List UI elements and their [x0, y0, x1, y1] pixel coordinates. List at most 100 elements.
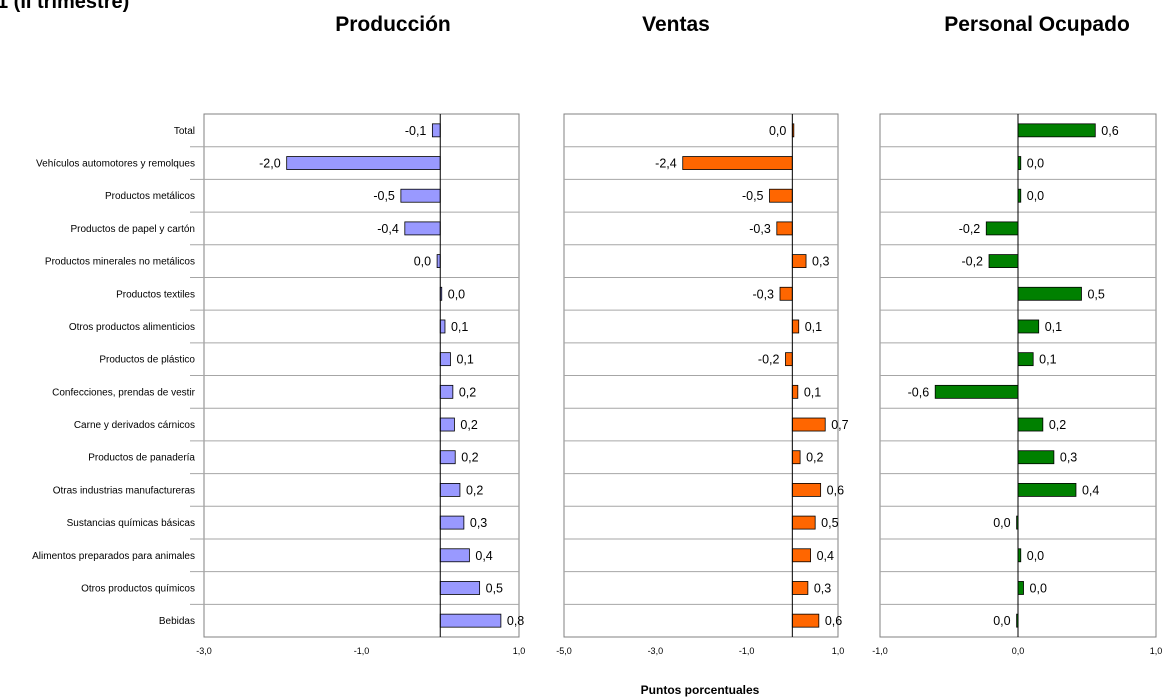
data-label: -0,1 — [405, 124, 427, 138]
category-label: Bebidas — [159, 616, 195, 627]
data-label: 0,1 — [451, 320, 468, 334]
bar — [439, 417, 455, 432]
x-tick-label: -5,0 — [556, 646, 572, 656]
data-label: 0,4 — [475, 549, 492, 563]
data-label: -0,6 — [908, 385, 930, 399]
bar — [791, 417, 826, 432]
category-label: Confecciones, prendas de vestir — [52, 387, 196, 398]
category-label: Productos textiles — [116, 289, 195, 300]
category-label: Otros productos químicos — [81, 583, 195, 594]
x-axis-label: Puntos porcentuales — [640, 683, 760, 697]
data-label: 0,0 — [448, 287, 465, 301]
bar — [779, 286, 793, 301]
bar — [1017, 581, 1024, 595]
bar — [682, 156, 793, 170]
data-label: -0,3 — [749, 222, 771, 236]
title-personal-ocupado: Personal Ocupado — [944, 13, 1130, 36]
data-label: 0,0 — [993, 614, 1010, 628]
bar — [439, 319, 446, 334]
data-label: 0,3 — [814, 581, 831, 595]
bar — [769, 188, 793, 203]
category-label: Otros productos alimenticios — [69, 322, 195, 333]
data-label: 0,0 — [1027, 157, 1044, 171]
bar — [439, 352, 451, 367]
bar — [791, 384, 799, 399]
data-label: 0,1 — [805, 320, 822, 334]
x-tick-label: 1,0 — [1150, 646, 1163, 656]
x-tick-label: -1,0 — [872, 646, 888, 656]
bar — [791, 450, 801, 465]
data-label: -0,2 — [961, 255, 983, 269]
x-tick-label: 1,0 — [832, 646, 845, 656]
data-label: 0,0 — [769, 124, 786, 138]
data-label: -0,4 — [377, 222, 399, 236]
data-label: 0,2 — [806, 451, 823, 465]
data-label: 0,5 — [821, 516, 838, 530]
data-label: 0,0 — [1030, 581, 1047, 595]
data-label: 0,6 — [1101, 124, 1118, 138]
bar — [1017, 417, 1044, 432]
bar — [1017, 286, 1082, 301]
category-label: Sustancias químicas básicas — [67, 518, 195, 529]
bar — [791, 515, 816, 530]
bar — [791, 319, 800, 334]
x-tick-label: 0,0 — [1012, 646, 1025, 656]
bar — [439, 548, 470, 563]
data-label: 0,4 — [1082, 483, 1099, 497]
bar — [439, 581, 481, 595]
data-label: 0,2 — [460, 418, 477, 432]
category-label: Carne y derivados cárnicos — [74, 420, 195, 431]
data-label: 0,0 — [1027, 549, 1044, 563]
category-label: Productos minerales no metálicos — [45, 257, 195, 268]
bar — [1017, 352, 1034, 367]
heading-fragment: 1 (II trimestre) — [0, 0, 130, 13]
data-label: 0,0 — [993, 516, 1010, 530]
bar — [439, 384, 454, 399]
bar — [286, 156, 441, 170]
x-tick-label: 1,0 — [513, 646, 526, 656]
data-label: 0,5 — [1087, 287, 1104, 301]
bar — [985, 221, 1019, 236]
bar — [431, 123, 441, 138]
bar — [1017, 450, 1055, 465]
bar — [791, 254, 807, 268]
category-label: Vehículos automotores y remolques — [36, 159, 195, 170]
x-tick-label: -1,0 — [354, 646, 370, 656]
data-label: 0,1 — [1045, 320, 1062, 334]
bar — [439, 515, 465, 530]
data-label: -0,2 — [959, 222, 981, 236]
data-label: 0,2 — [459, 385, 476, 399]
bar — [400, 188, 441, 203]
data-label: 0,2 — [466, 483, 483, 497]
category-label: Alimentos preparados para animales — [32, 551, 195, 562]
category-label: Otras industrias manufactureras — [53, 485, 195, 496]
category-label: Productos de panadería — [88, 453, 195, 464]
data-label: 0,0 — [1027, 189, 1044, 203]
data-label: 0,3 — [1060, 451, 1077, 465]
data-label: 0,7 — [831, 418, 848, 432]
x-tick-label: -3,0 — [648, 646, 664, 656]
data-label: -2,0 — [259, 157, 281, 171]
data-label: -0,5 — [742, 189, 764, 203]
category-label: Productos metálicos — [105, 191, 195, 202]
x-tick-label: -1,0 — [739, 646, 755, 656]
category-label: Productos de plástico — [99, 355, 195, 366]
data-label: 0,1 — [804, 385, 821, 399]
bar — [439, 450, 456, 465]
bar — [1017, 319, 1040, 334]
data-label: 0,3 — [470, 516, 487, 530]
data-label: 0,1 — [1039, 353, 1056, 367]
bar — [934, 384, 1019, 399]
data-label: 0,0 — [414, 255, 431, 269]
title-produccion: Producción — [335, 13, 451, 36]
bar — [988, 254, 1019, 268]
data-label: 0,8 — [507, 614, 524, 628]
bar — [439, 613, 502, 628]
data-label: 0,3 — [812, 255, 829, 269]
data-label: 0,6 — [827, 483, 844, 497]
category-label: Productos de papel y cartón — [70, 224, 195, 235]
data-label: 0,5 — [486, 581, 503, 595]
bar — [1017, 483, 1077, 497]
data-label: -0,3 — [752, 287, 774, 301]
